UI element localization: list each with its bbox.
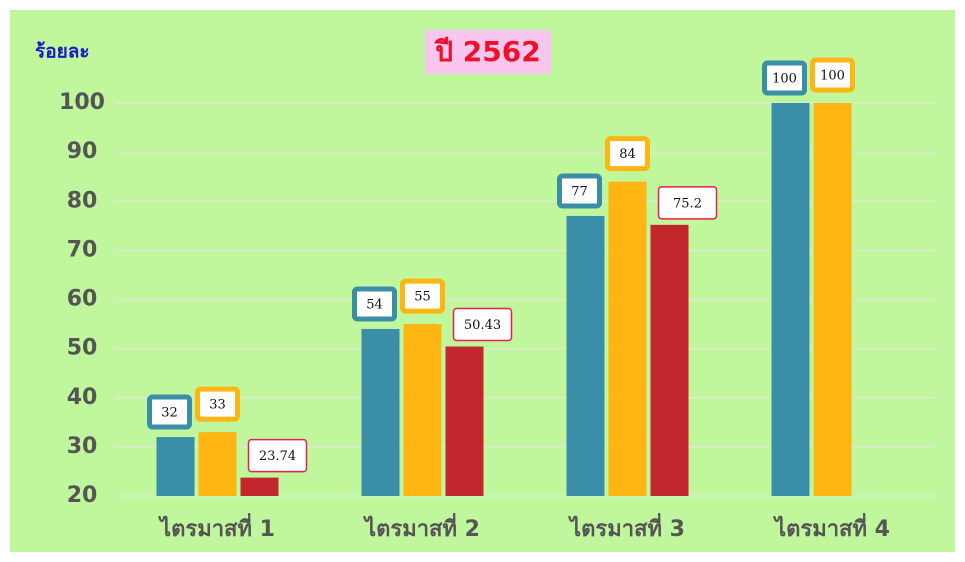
bar — [198, 432, 237, 496]
x-tick-label: ไตรมาสที่ 4 — [773, 512, 890, 542]
data-label: 55 — [414, 290, 431, 305]
y-tick-label: 20 — [67, 483, 98, 508]
data-label: 33 — [209, 398, 226, 413]
x-tick-label: ไตรมาสที่ 2 — [363, 512, 480, 542]
data-label-box — [147, 394, 192, 430]
data-label-box — [195, 386, 240, 422]
data-label: 54 — [366, 297, 383, 312]
x-tick-label: ไตรมาสที่ 1 — [158, 512, 275, 542]
y-tick-label: 70 — [67, 237, 98, 262]
data-label: 77 — [571, 184, 588, 199]
y-tick-label: 90 — [67, 139, 98, 164]
data-label: 100 — [820, 69, 845, 84]
data-label-box — [657, 186, 718, 220]
data-label: 75.2 — [673, 196, 702, 211]
x-tick-label: ไตรมาสที่ 3 — [568, 512, 685, 542]
data-label: 100 — [772, 72, 797, 87]
data-label-box — [247, 438, 308, 473]
data-label-box — [557, 173, 602, 209]
bar — [403, 324, 442, 496]
y-tick-label: 30 — [67, 434, 98, 459]
bar — [566, 215, 605, 497]
bar — [156, 437, 195, 496]
y-tick-label: 60 — [67, 287, 98, 312]
data-label: 32 — [161, 406, 178, 421]
bar — [240, 477, 279, 496]
y-axis-label: ร้อยละ — [35, 41, 90, 63]
data-label: 50.43 — [464, 318, 501, 333]
bar — [771, 103, 810, 496]
y-tick-label: 100 — [59, 90, 105, 115]
title-box — [425, 30, 551, 74]
y-tick-label: 50 — [67, 336, 98, 361]
data-label-box — [452, 307, 513, 342]
data-label-box — [762, 60, 807, 96]
data-label-box — [352, 286, 397, 322]
bar — [813, 103, 852, 496]
data-label: 23.74 — [259, 449, 296, 464]
bar — [608, 181, 647, 496]
bar — [445, 346, 484, 496]
y-tick-label: 40 — [67, 385, 98, 410]
data-label-box — [810, 57, 855, 93]
bar — [650, 224, 689, 496]
data-label: 84 — [619, 147, 636, 162]
y-tick-label: 80 — [67, 188, 98, 213]
bar — [361, 328, 400, 496]
chart-title: ปี 2562 — [433, 35, 540, 68]
data-label-box — [400, 278, 445, 314]
data-label-box — [605, 136, 650, 172]
